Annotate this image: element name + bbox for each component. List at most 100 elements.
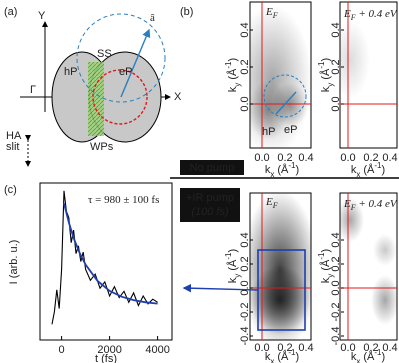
ky-tick-label: 0.0 — [239, 96, 251, 111]
energy-label-part: E — [265, 6, 273, 18]
ky-tick-label-part: -0.2 — [239, 303, 251, 322]
kx-axis-label-part: x — [270, 170, 274, 179]
kx-axis-label-part: (Å — [360, 163, 375, 176]
ky-tick-label: 0.2 — [239, 256, 251, 271]
ss-label: SS — [97, 48, 112, 60]
ky-tick-label-part: 0.4 — [239, 22, 251, 37]
ky-tick-label-part: -0.2 — [330, 303, 342, 322]
x-tick-label: 2000 — [97, 344, 121, 356]
kx-tick-label: 0.2 — [363, 152, 378, 164]
pocket-label: eP — [119, 66, 132, 78]
kx-axis-label-part: (Å — [360, 350, 375, 363]
fit-label-part: τ = 980 ± 100 fs — [88, 194, 159, 206]
kx-tick-label-part: 0.4 — [382, 342, 397, 354]
kx-axis-label-part: -1 — [374, 348, 382, 357]
row-label-part: +IR pump — [186, 192, 234, 204]
y-axis-label: I (arb. u.) — [8, 240, 20, 285]
fit-label: τ = 980 ± 100 fs — [88, 194, 159, 206]
ky-tick-label-part: 0.2 — [239, 59, 251, 74]
ky-axis-label: ky (Å-1) — [317, 58, 335, 92]
kx-tick-label: 0.0 — [254, 342, 269, 354]
panel-label: (c) — [4, 184, 17, 196]
kx-axis-label-part: k — [351, 351, 357, 363]
gamma-label-part: Γ — [30, 84, 36, 96]
energy-label-part: + 0.4 eV — [356, 8, 398, 20]
pocket-label: hP — [64, 66, 77, 78]
kx-axis-label-part: x — [270, 357, 274, 363]
slit-label-part: slit — [6, 141, 19, 153]
panel-label: (a) — [4, 6, 17, 18]
x-tick-label-part: 4000 — [145, 344, 169, 356]
panel-label-part: (c) — [4, 184, 17, 196]
kx-axis-label: kx (Å-1) — [351, 348, 385, 363]
panel-b-maps — [170, 1, 399, 341]
kx-axis-label-part: k — [265, 164, 271, 176]
energy-label-part: F — [350, 203, 356, 212]
gamma-label: Γ — [30, 84, 36, 96]
pocket-label: hP — [262, 126, 275, 138]
ky-axis-label-part: -1 — [317, 61, 326, 69]
row-label: +IR pump — [186, 192, 234, 204]
ky-tick-label: -0.2 — [330, 303, 342, 322]
kx-tick-label-part: 0.4 — [298, 152, 313, 164]
kx-tick-label: 0.2 — [363, 342, 378, 354]
kx-tick-label-part: 0.2 — [277, 342, 292, 354]
ky-tick-label-part: 0.0 — [330, 96, 342, 111]
pocket-label-part: eP — [119, 66, 132, 78]
ky-axis-label-part: (Å — [226, 68, 239, 83]
axis-name-part: X — [174, 91, 182, 103]
ky-axis-label-part: y — [233, 274, 242, 278]
kx-axis-label-part: k — [265, 351, 271, 363]
kx-axis-label-part: (Å — [274, 163, 289, 176]
row-label-part: No pump — [190, 162, 235, 174]
ky-axis-label-part: -1 — [317, 252, 326, 260]
x-tick-label: 0 — [59, 344, 65, 356]
row-label-part: (100 fs) — [191, 206, 229, 218]
ky-axis-label-part: ) — [227, 58, 239, 62]
kx-tick-label-part: 0.0 — [340, 342, 355, 354]
polarization-label: â — [150, 12, 155, 24]
pocket-label-part: hP — [64, 66, 77, 78]
energy-label-part: E — [265, 196, 273, 208]
ky-axis-label: ky (Å-1) — [317, 249, 335, 283]
kx-axis-label-part: k — [351, 164, 357, 176]
energy-label-part: F — [272, 11, 278, 20]
kx-tick-label-part: 0.2 — [277, 152, 292, 164]
kx-tick-label: 0.4 — [298, 152, 313, 164]
axis-name: Y — [38, 10, 46, 22]
panel-c-frame — [39, 182, 173, 341]
ky-axis-label-part: -1 — [224, 252, 233, 260]
kx-tick-label: 0.4 — [382, 152, 397, 164]
axis-name: X — [174, 91, 182, 103]
kx-tick-label-part: 0.0 — [340, 152, 355, 164]
ky-axis-label-part: (Å — [319, 259, 332, 274]
trace — [51, 190, 158, 325]
kx-tick-label-part: 0.4 — [382, 152, 397, 164]
row-label: No pump — [190, 162, 235, 174]
ky-axis-label-part: y — [233, 83, 242, 87]
pocket-label: eP — [284, 124, 297, 136]
ky-tick-label-part: 0.0 — [239, 96, 251, 111]
kx-tick-label: 0.2 — [277, 342, 292, 354]
ky-tick-label-part: 0.4 — [330, 22, 342, 37]
pocket-label-part: eP — [284, 124, 297, 136]
ky-tick-label: 0.4 — [330, 232, 342, 247]
ky-axis-label: ky (Å-1) — [224, 249, 242, 283]
kx-axis-label-part: -1 — [288, 161, 296, 170]
ky-axis-label-part: (Å — [226, 259, 239, 274]
ky-tick-label: 0.0 — [330, 96, 342, 111]
kx-tick-label: 0.4 — [382, 342, 397, 354]
polarization-label-part: â — [150, 12, 155, 24]
y-axis-label-part: I (arb. u.) — [8, 240, 20, 285]
ky-tick-label: -0.2 — [239, 303, 251, 322]
ky-tick-label: 0.2 — [330, 59, 342, 74]
kx-axis-label-part: -1 — [288, 348, 296, 357]
slit-label: slit — [6, 141, 19, 153]
ky-axis-label-part: k — [320, 277, 332, 283]
energy-label-part: F — [350, 13, 356, 22]
kx-tick-label-part: 0.4 — [298, 342, 313, 354]
ky-tick-label-part: 0.0 — [239, 280, 251, 295]
axis-name-part: Y — [38, 10, 46, 22]
kx-tick-label-part: 0.0 — [254, 152, 269, 164]
